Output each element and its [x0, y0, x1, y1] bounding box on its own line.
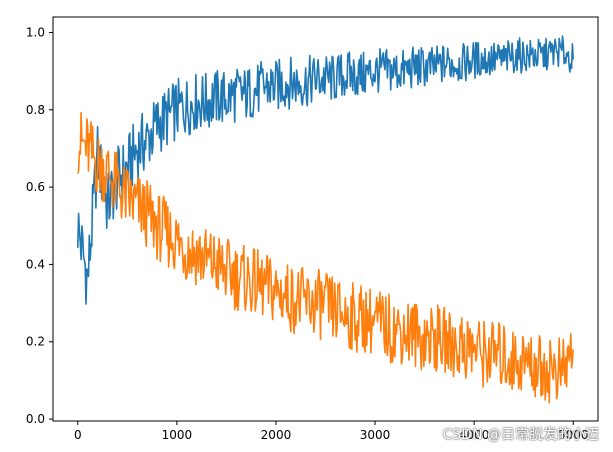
y-tick-label: 0.2	[26, 335, 45, 349]
y-tick-label: 0.6	[26, 180, 45, 194]
x-tick-label: 1000	[162, 428, 193, 442]
series-layer	[77, 35, 574, 404]
x-tick-label: 3000	[360, 428, 391, 442]
x-tick-label: 0	[74, 428, 82, 442]
series-line-1	[77, 35, 574, 305]
axes-layer: 0 1000 2000 3000 4000 5000 0.0 0.2 0.4 0.6 0.8 1.0	[26, 16, 599, 442]
y-tick-label: 1.0	[26, 25, 45, 39]
y-tick-label: 0.8	[26, 103, 45, 117]
x-tick-label: 5000	[558, 428, 589, 442]
axes-frame	[52, 16, 599, 422]
watermark-text: CSDN @日常脱发的小迈	[442, 427, 599, 443]
x-tick-label: 2000	[261, 428, 292, 442]
y-tick-label: 0.0	[26, 412, 45, 426]
x-tick-label: 4000	[459, 428, 490, 442]
y-tick-label: 0.4	[26, 257, 45, 271]
series-line-2	[77, 111, 574, 404]
